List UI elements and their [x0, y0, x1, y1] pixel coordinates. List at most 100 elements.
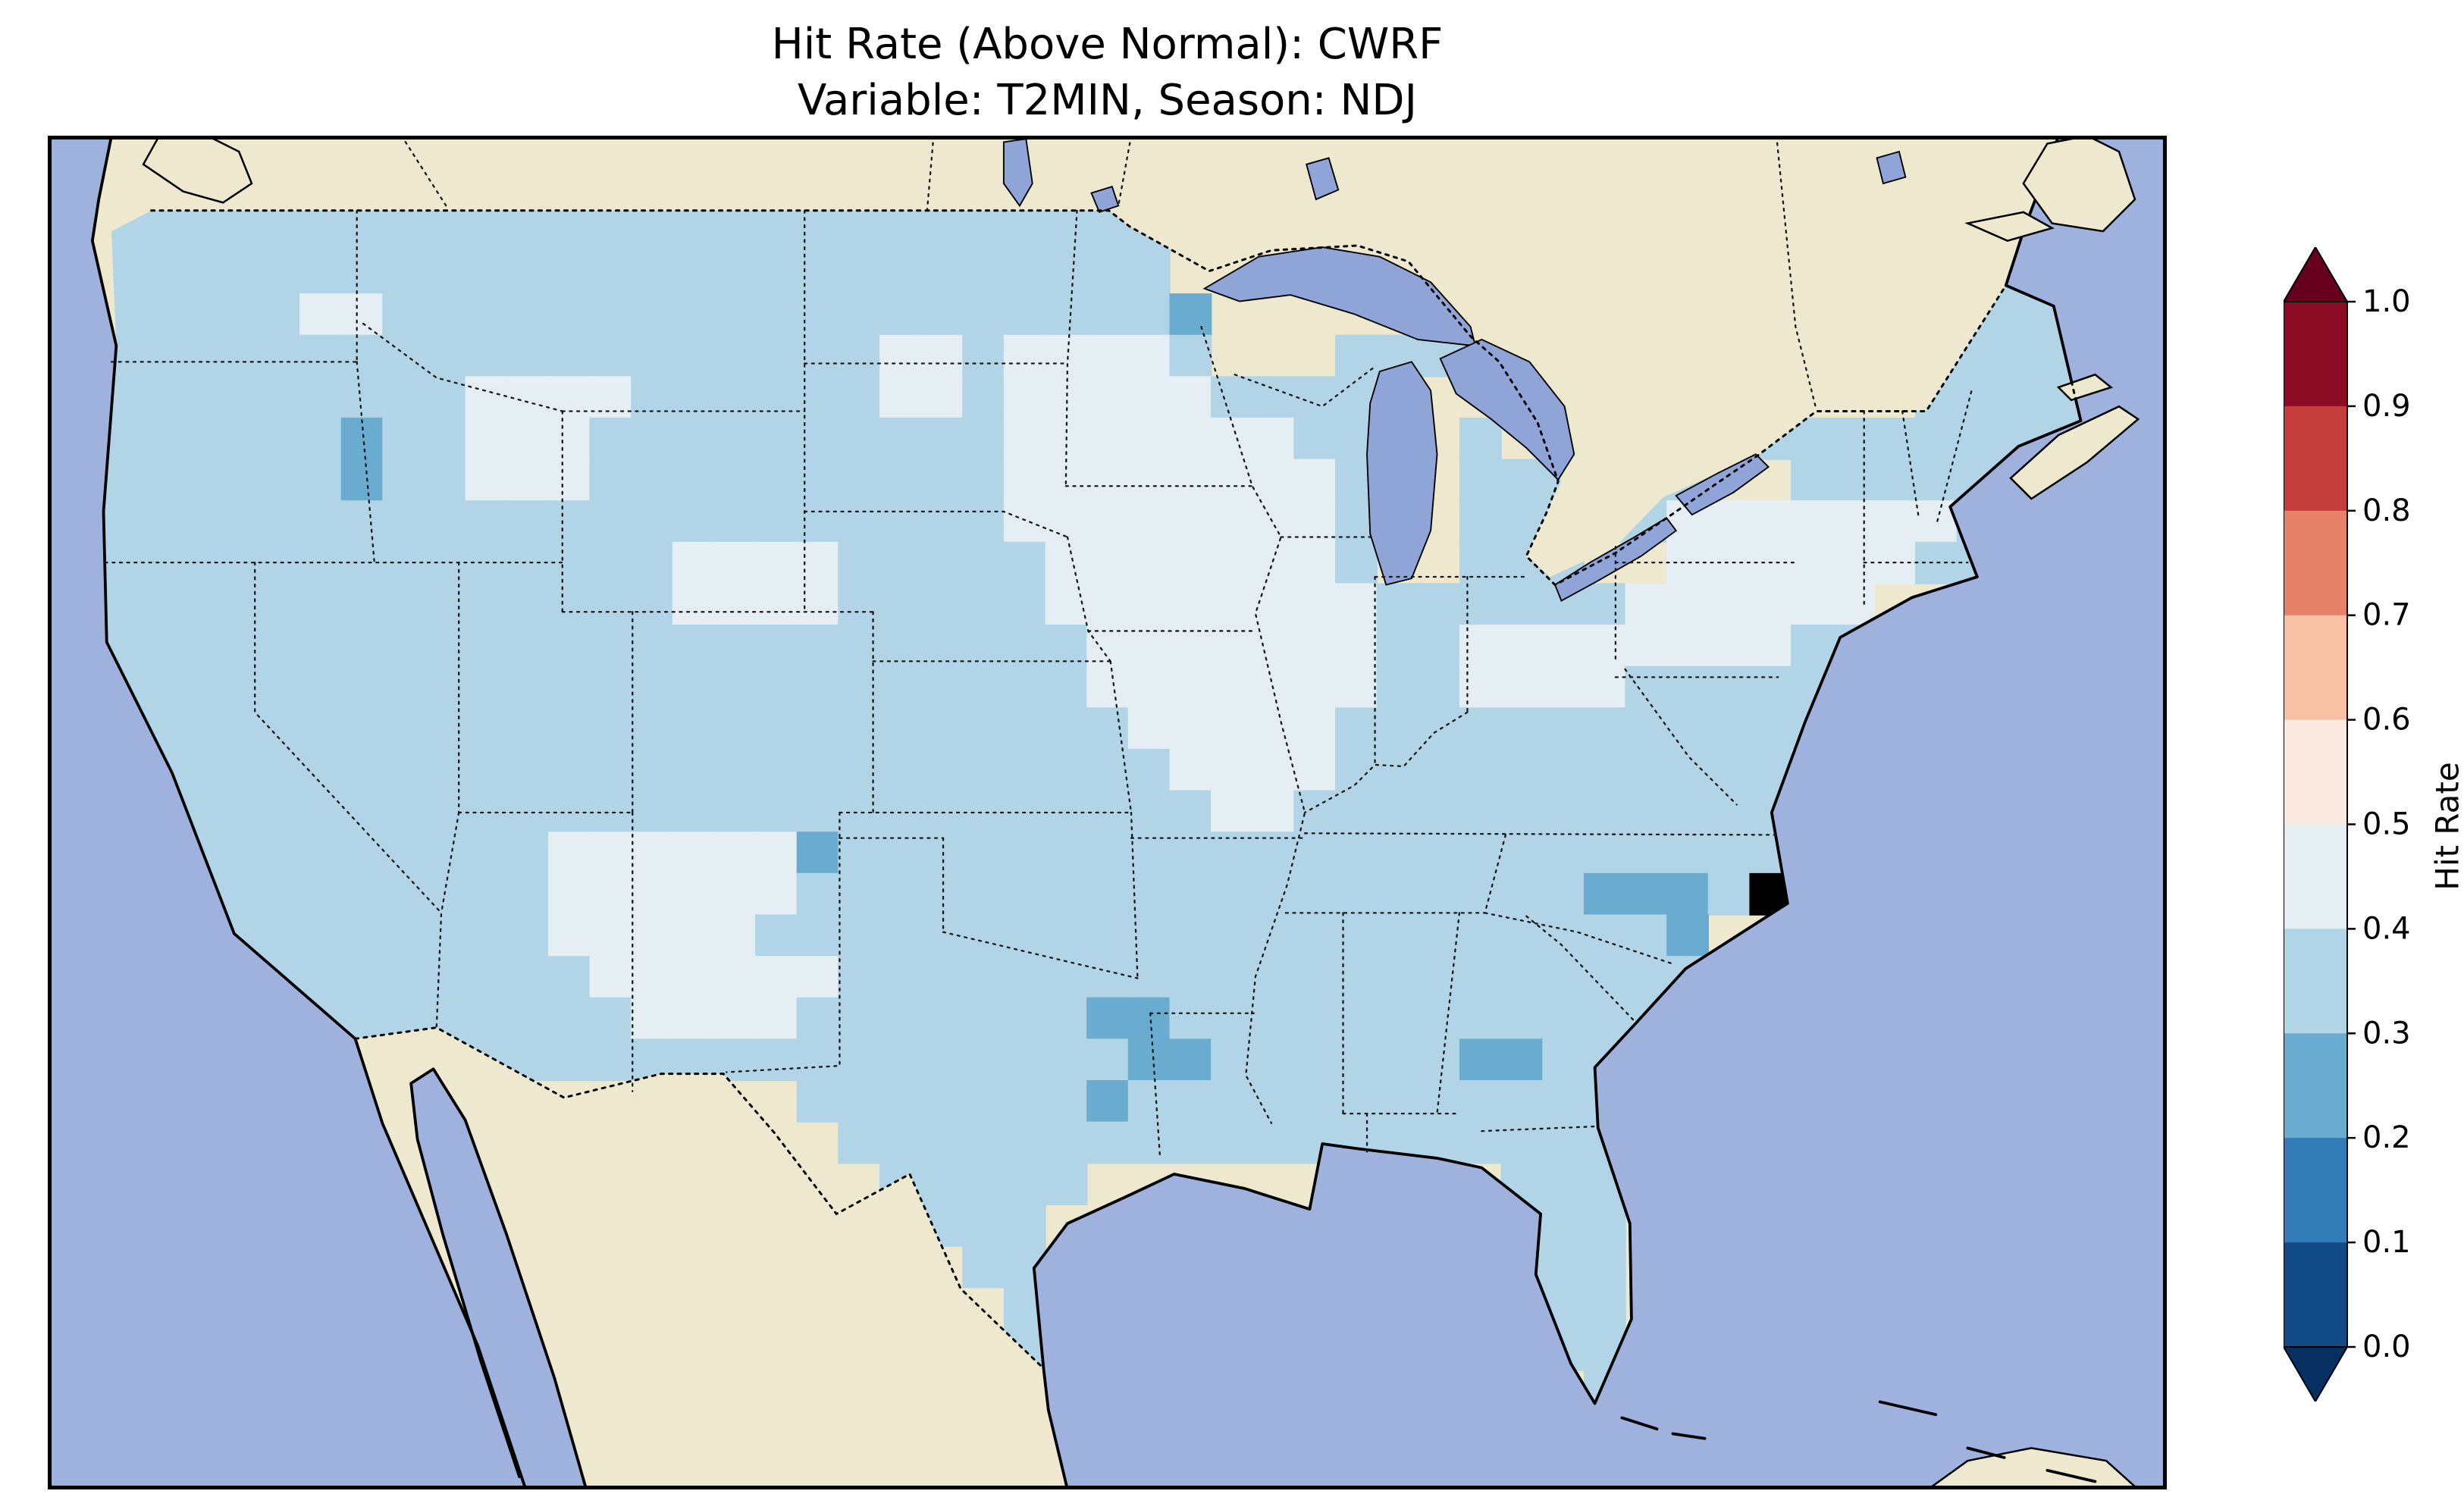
grid-cell: [755, 334, 798, 377]
grid-cell: [216, 376, 259, 419]
grid-cell: [258, 334, 301, 377]
grid-cell: [796, 1038, 839, 1082]
grid-cell: [216, 500, 259, 543]
grid-cell: [713, 376, 757, 419]
grid-cell: [920, 541, 964, 584]
grid-cell: [1418, 997, 1461, 1040]
grid-cell: [1086, 666, 1130, 709]
grid-cell: [1127, 459, 1171, 502]
grid-cell: [1914, 541, 1958, 584]
grid-cell: [796, 790, 839, 833]
grid-cell: [1459, 790, 1502, 833]
grid-cell: [838, 293, 881, 336]
grid-cell: [547, 666, 591, 709]
grid-cell: [1335, 707, 1378, 750]
grid-cell: [258, 748, 301, 791]
grid-cell: [1045, 376, 1088, 419]
grid-cell: [216, 583, 259, 626]
grid-cell: [1583, 748, 1626, 791]
grid-cell: [879, 376, 922, 419]
grid-cell: [1086, 334, 1130, 377]
grid-cell: [1625, 707, 1668, 750]
grid-cell: [423, 459, 466, 502]
grid-cell: [340, 334, 384, 377]
grid-cell: [838, 252, 881, 295]
colorbar-segment: [2284, 1242, 2347, 1348]
grid-cell: [1003, 500, 1046, 543]
grid-cell: [1418, 832, 1461, 875]
grid-cell: [258, 790, 301, 833]
lake-michigan-icon: [1366, 361, 1438, 586]
grid-cell: [1127, 583, 1171, 626]
grid-cell: [962, 334, 1005, 377]
grid-cell: [1127, 790, 1171, 833]
grid-cell: [1459, 832, 1502, 875]
grid-cell: [506, 748, 550, 791]
grid-cell: [423, 500, 466, 543]
colorbar-tick-labels: 1.0 0.9 0.8 0.7 0.6 0.5 0.4 0.3 0.2 0.1 0.0: [2362, 284, 2411, 1364]
grid-cell: [1376, 666, 1419, 709]
grid-cell: [672, 541, 715, 584]
grid-cell: [340, 956, 384, 998]
grid-cell: [1335, 997, 1378, 1040]
grid-cell: [1169, 541, 1212, 584]
grid-cell: [589, 748, 632, 791]
grid-cell: [1500, 666, 1544, 709]
grid-cell: [755, 1038, 798, 1082]
grid-cell: [920, 997, 964, 1040]
grid-cell: [423, 417, 466, 460]
grid-cell: [631, 956, 674, 998]
grid-cell: [1211, 1079, 1253, 1123]
grid-cell: [1003, 832, 1046, 875]
grid-cell: [465, 748, 508, 791]
grid-cell: [589, 583, 632, 626]
grid-cell: [465, 293, 508, 336]
coastline-gulf-atlantic: [1032, 136, 2083, 1489]
grid-cell: [1459, 707, 1502, 750]
grid-cell: [920, 500, 964, 543]
grid-cell: [1211, 790, 1253, 833]
grid-cell: [962, 1245, 1005, 1289]
grid-cell: [506, 707, 550, 750]
grid-cell: [506, 293, 550, 336]
colorbar-segments: [2284, 302, 2347, 1348]
grid-cell: [755, 376, 798, 419]
map-frame: [48, 136, 2167, 1489]
bahamas-icon: [1878, 1400, 2097, 1483]
grid-cell: [1169, 707, 1212, 750]
grid-cell: [175, 376, 218, 419]
grid-cell: [382, 500, 425, 543]
grid-cell: [423, 625, 466, 667]
grid-cell: [258, 625, 301, 667]
grid-cell: [1542, 1163, 1585, 1206]
grid-cell: [1252, 748, 1295, 791]
grid-cell: [1873, 417, 1917, 460]
grid-cell: [1169, 666, 1212, 709]
grid-cell: [299, 459, 342, 502]
grid-cell: [1542, 1204, 1585, 1247]
grid-cell: [1666, 790, 1710, 833]
grid-cell: [672, 210, 715, 253]
grid-cell: [465, 583, 508, 626]
grid-cell: [631, 666, 674, 709]
grid-cell: [1086, 707, 1130, 750]
grid-cell: [1666, 832, 1710, 875]
grid-cell: [1003, 872, 1046, 916]
grid-cell: [1459, 1121, 1502, 1164]
grid-cell: [340, 376, 384, 419]
grid-cell: [1211, 914, 1253, 957]
grid-cell: [838, 541, 881, 584]
grid-cell: [216, 210, 259, 253]
grid-cell: [672, 790, 715, 833]
grid-cell: [1169, 997, 1212, 1040]
grid-cell: [299, 914, 342, 957]
grid-cell: [838, 210, 881, 253]
grid-cell: [1003, 997, 1046, 1040]
grid-cell: [755, 500, 798, 543]
grid-cell: [879, 334, 922, 377]
grid-cell: [962, 459, 1005, 502]
grid-cell: [879, 500, 922, 543]
grid-cell: [216, 707, 259, 750]
grid-cell: [1998, 376, 2041, 419]
grid-cell: [1169, 914, 1212, 957]
